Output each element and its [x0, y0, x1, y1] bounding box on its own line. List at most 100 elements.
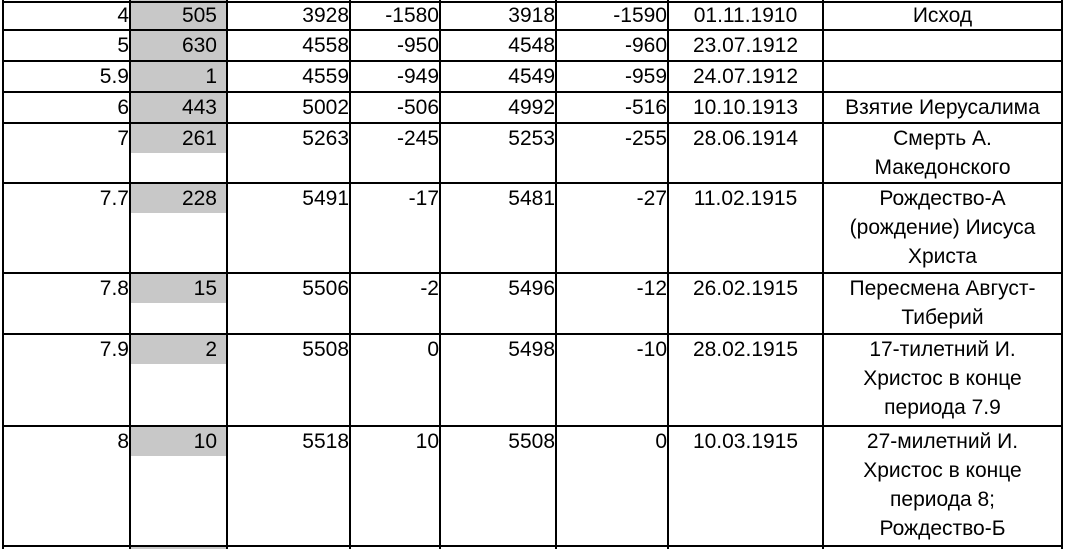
cell: 4548	[439, 29, 557, 62]
cell-event: Исход	[822, 1, 1063, 31]
cell: 5253	[439, 122, 557, 184]
cell: 3918	[439, 1, 557, 31]
cell-highlighted: 630	[129, 29, 228, 62]
cell: 4558	[226, 29, 351, 62]
table-row: 5.9 1 4559 -949 4549 -959 24.07.1912	[2, 60, 1063, 93]
cell: -10	[555, 333, 669, 427]
cell: 4549	[439, 60, 557, 93]
cell	[555, 545, 669, 549]
cell-date: 24.07.1912	[667, 60, 824, 93]
cell-date: 23.07.1912	[667, 29, 824, 62]
cell: 5481	[439, 182, 557, 274]
cell-date: 28.06.1914	[667, 122, 824, 184]
cell: -960	[555, 29, 669, 62]
table-row: 7.8 15 5506 -2 5496 -12 26.02.1915 Перес…	[2, 272, 1063, 335]
cell: 5518	[226, 425, 351, 547]
cell: -516	[555, 91, 669, 124]
table-row: 7.9 2 5508 0 5498 -10 28.02.1915 17-тиле…	[2, 333, 1063, 427]
cell-period: 6	[2, 91, 131, 124]
cell-period: 5.9	[2, 60, 131, 93]
cell: -27	[555, 182, 669, 274]
cell-period: 7.9	[2, 333, 131, 427]
table-row: 8 10 5518 10 5508 0 10.03.1915 27-милетн…	[2, 425, 1063, 547]
table-row: 7 261 5263 -245 5253 -255 28.06.1914 Сме…	[2, 122, 1063, 184]
cell	[822, 545, 1063, 549]
highlight-chip: 228	[132, 185, 225, 213]
cell-event: 27-милетний И. Христос в конце периода 8…	[822, 425, 1063, 547]
cell	[439, 545, 557, 549]
cell-date: 11.02.1915	[667, 182, 824, 274]
cell: 3928	[226, 1, 351, 31]
cell-period: 5	[2, 29, 131, 62]
cell: 5508	[439, 425, 557, 547]
cell: -959	[555, 60, 669, 93]
cell-period: 7.7	[2, 182, 131, 274]
cell: 5506	[226, 272, 351, 335]
cell-highlighted	[129, 545, 228, 549]
cell-highlighted: 261	[129, 122, 228, 184]
cell-highlighted: 2	[129, 333, 228, 427]
cell: -950	[349, 29, 441, 62]
cell-date: 01.11.1910	[667, 1, 824, 31]
cell: 5002	[226, 91, 351, 124]
highlight-chip: 10	[132, 428, 225, 456]
cell: 0	[349, 333, 441, 427]
cell	[349, 545, 441, 549]
cell-date: 10.10.1913	[667, 91, 824, 124]
cell-highlighted: 1	[129, 60, 228, 93]
table-row: 4 505 3928 -1580 3918 -1590 01.11.1910 И…	[2, 1, 1063, 31]
highlight-chip: 15	[132, 275, 225, 303]
cell: -2	[349, 272, 441, 335]
table-row: 6 443 5002 -506 4992 -516 10.10.1913 Взя…	[2, 91, 1063, 124]
cell: -1590	[555, 1, 669, 31]
cell-date: 26.02.1915	[667, 272, 824, 335]
cell	[2, 545, 131, 549]
cell: 10	[349, 425, 441, 547]
cell-event	[822, 60, 1063, 93]
cell: -255	[555, 122, 669, 184]
cell: -949	[349, 60, 441, 93]
cell-period: 7.8	[2, 272, 131, 335]
cell: 5508	[226, 333, 351, 427]
cell-event: Смерть А. Македонского	[822, 122, 1063, 184]
highlight-chip: 630	[132, 32, 225, 59]
cell: -245	[349, 122, 441, 184]
cell: 5498	[439, 333, 557, 427]
cell-period: 8	[2, 425, 131, 547]
cell-highlighted: 505	[129, 1, 228, 31]
table-row: 5 630 4558 -950 4548 -960 23.07.1912	[2, 29, 1063, 62]
cell	[226, 545, 351, 549]
cell-highlighted: 443	[129, 91, 228, 124]
table-row: 7.7 228 5491 -17 5481 -27 11.02.1915 Рож…	[2, 182, 1063, 274]
cell: 5496	[439, 272, 557, 335]
cell: -1580	[349, 1, 441, 31]
cell-highlighted: 15	[129, 272, 228, 335]
cell: 0	[555, 425, 669, 547]
highlight-chip: 443	[132, 94, 225, 121]
cell: 5491	[226, 182, 351, 274]
cell-event: 17-тилетний И. Христос в конце периода 7…	[822, 333, 1063, 427]
highlight-chip: 261	[132, 125, 225, 153]
cell-highlighted: 228	[129, 182, 228, 274]
cell-period: 4	[2, 1, 131, 31]
cell-event: Взятие Иерусалима	[822, 91, 1063, 124]
cell-highlighted: 10	[129, 425, 228, 547]
cell: -12	[555, 272, 669, 335]
cell: -506	[349, 91, 441, 124]
highlight-chip: 1	[132, 63, 225, 90]
cell-date: 10.03.1915	[667, 425, 824, 547]
cell: -17	[349, 182, 441, 274]
cell-event	[822, 29, 1063, 62]
cell	[667, 545, 824, 549]
cell: 5263	[226, 122, 351, 184]
cell-date: 28.02.1915	[667, 333, 824, 427]
table-row-clipped-bottom	[2, 545, 1063, 549]
cell-event: Рождество-А (рождение) Иисуса Христа	[822, 182, 1063, 274]
highlight-chip: 2	[132, 336, 225, 364]
cell: 4992	[439, 91, 557, 124]
cell-event: Пересмена Август- Тиберий	[822, 272, 1063, 335]
cell-period: 7	[2, 122, 131, 184]
cell: 4559	[226, 60, 351, 93]
